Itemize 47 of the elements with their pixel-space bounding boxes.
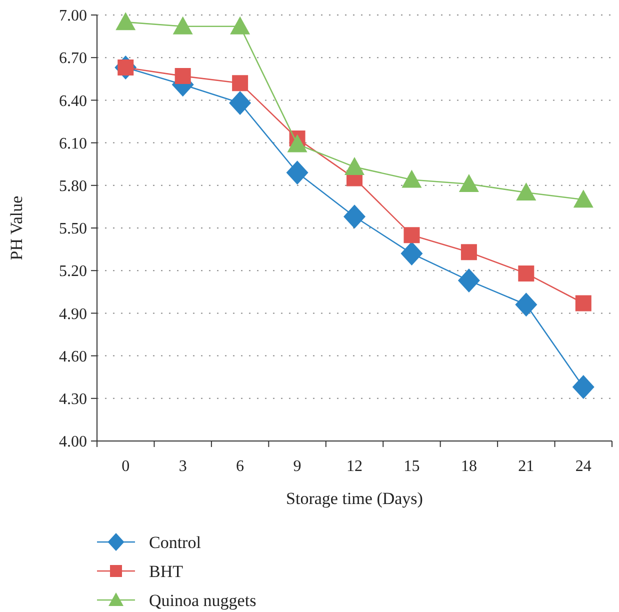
point: [458, 268, 480, 293]
y-tick-label: 6.40: [59, 92, 87, 110]
x-axis-title: Storage time (Days): [286, 489, 423, 508]
y-tick-label: 5.50: [59, 220, 87, 238]
point: [174, 68, 191, 84]
point: [230, 16, 250, 34]
y-tick-label: 5.20: [59, 263, 87, 280]
legend-label: BHT: [149, 562, 184, 581]
point: [516, 182, 536, 200]
legend-label: Quinoa nuggets: [149, 590, 256, 610]
point: [572, 375, 594, 400]
point: [344, 156, 364, 175]
x-tick-label: 21: [518, 458, 534, 475]
point: [404, 227, 420, 244]
point: [518, 265, 534, 282]
y-tick-label: 7.00: [59, 8, 87, 25]
y-tick-label: 5.80: [59, 178, 87, 195]
point: [116, 12, 136, 30]
y-tick-label: 6.10: [59, 135, 87, 152]
y-tick-label: 4.90: [59, 306, 87, 323]
y-tick-label: 4.00: [59, 434, 87, 451]
x-tick-label: 9: [293, 458, 302, 475]
x-tick-label: 6: [236, 458, 244, 475]
y-axis-title: PH Value: [7, 196, 26, 260]
point: [286, 160, 308, 185]
point: [287, 134, 308, 152]
point: [400, 242, 423, 266]
point: [402, 170, 422, 188]
point: [575, 295, 592, 312]
point: [515, 292, 538, 317]
point: [458, 174, 479, 192]
y-tick-label: 4.30: [59, 391, 87, 408]
y-tick-label: 4.60: [59, 348, 87, 366]
point: [232, 75, 248, 92]
point: [460, 244, 477, 260]
y-tick-label: 6.70: [59, 50, 87, 68]
x-tick-label: 3: [178, 458, 187, 475]
legend-label: Control: [149, 532, 202, 552]
x-tick-label: 0: [122, 458, 130, 475]
x-tick-label: 12: [346, 458, 362, 475]
point: [573, 190, 594, 208]
point: [172, 16, 193, 34]
x-tick-label: 15: [404, 458, 420, 475]
x-tick-label: 24: [575, 458, 592, 475]
point: [344, 204, 366, 229]
point: [229, 91, 252, 116]
x-tick-label: 18: [460, 458, 477, 475]
